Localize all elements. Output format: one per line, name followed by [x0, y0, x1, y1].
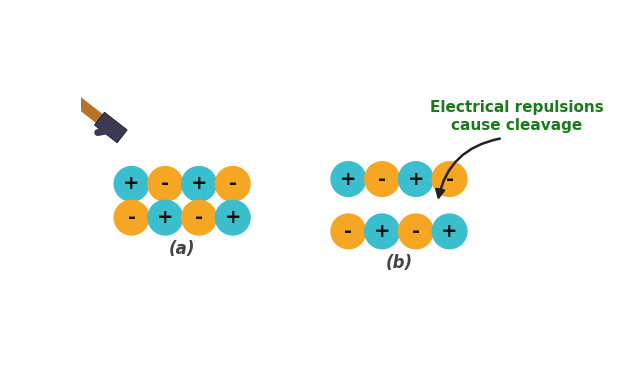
Circle shape: [215, 200, 250, 235]
Circle shape: [331, 162, 365, 196]
Circle shape: [148, 166, 183, 201]
Circle shape: [148, 200, 183, 235]
Text: (b): (b): [386, 254, 413, 272]
Text: -: -: [445, 170, 453, 189]
Circle shape: [399, 162, 433, 196]
Polygon shape: [94, 112, 127, 143]
Text: +: +: [191, 174, 207, 193]
Text: +: +: [123, 174, 140, 193]
Circle shape: [365, 214, 399, 249]
Text: -: -: [127, 208, 136, 227]
Text: -: -: [161, 174, 169, 193]
Text: +: +: [224, 208, 241, 227]
Text: Electrical repulsions
cause cleavage: Electrical repulsions cause cleavage: [430, 100, 604, 133]
Circle shape: [114, 166, 149, 201]
Circle shape: [181, 200, 216, 235]
Circle shape: [331, 214, 365, 249]
Circle shape: [114, 200, 149, 235]
Text: -: -: [378, 170, 386, 189]
Text: +: +: [441, 222, 458, 241]
Text: -: -: [195, 208, 203, 227]
Text: +: +: [408, 170, 424, 189]
Text: -: -: [229, 174, 237, 193]
Circle shape: [365, 162, 399, 196]
Text: (a): (a): [169, 240, 195, 258]
Circle shape: [215, 166, 250, 201]
Circle shape: [181, 166, 216, 201]
Text: +: +: [340, 170, 357, 189]
Text: -: -: [412, 222, 420, 241]
Circle shape: [399, 214, 433, 249]
Circle shape: [432, 162, 467, 196]
Circle shape: [432, 214, 467, 249]
Text: +: +: [157, 208, 173, 227]
Text: +: +: [374, 222, 391, 241]
Text: -: -: [344, 222, 352, 241]
